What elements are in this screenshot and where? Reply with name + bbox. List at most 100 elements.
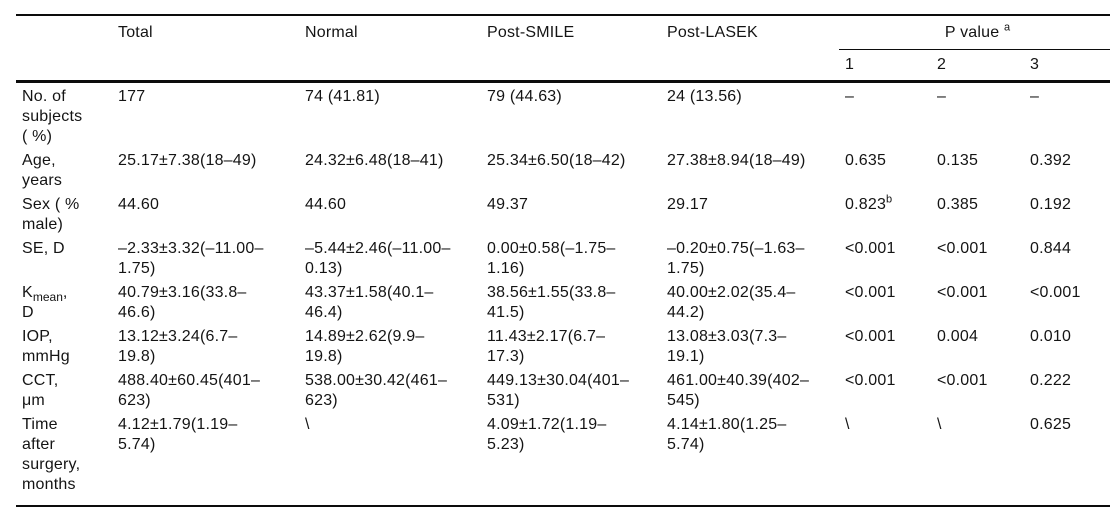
p-column-1-header: 1 bbox=[839, 49, 931, 83]
table-container: Total Normal Post-SMILE Post-LASEK P val… bbox=[16, 14, 1110, 507]
cell-text: <0.001 bbox=[937, 372, 988, 389]
cell-text: <0.001 bbox=[845, 328, 896, 345]
cell-text: –5.44±2.46(–11.00–0.13) bbox=[305, 240, 451, 277]
p-value-footnote-marker: a bbox=[1004, 21, 1011, 34]
cell-text: 0.004 bbox=[937, 328, 979, 345]
cell-text: 38.56±1.55(33.8–41.5) bbox=[487, 284, 616, 321]
cell: 538.00±30.42(461–623) bbox=[299, 367, 481, 411]
cell-text: \ bbox=[305, 416, 310, 433]
cell-p2: <0.001 bbox=[931, 367, 1024, 411]
cell-text: 0.635 bbox=[845, 152, 887, 169]
cell-text: 0.192 bbox=[1030, 196, 1072, 213]
cell-text: 0.010 bbox=[1030, 328, 1072, 345]
cell-text: 49.37 bbox=[487, 196, 529, 213]
cell-p2: – bbox=[931, 82, 1024, 148]
cell: 488.40±60.45(401–623) bbox=[112, 367, 299, 411]
cell-text: – bbox=[845, 88, 855, 105]
cell: 79 (44.63) bbox=[481, 82, 661, 148]
cell-p1: <0.001 bbox=[839, 367, 931, 411]
cell-text: 0.823 bbox=[845, 196, 887, 213]
cell-p1: <0.001 bbox=[839, 279, 931, 323]
cell: –2.33±3.32(–11.00–1.75) bbox=[112, 235, 299, 279]
cell-p3: 0.222 bbox=[1024, 367, 1110, 411]
p-column-2-header: 2 bbox=[931, 49, 1024, 83]
table-header: Total Normal Post-SMILE Post-LASEK P val… bbox=[16, 15, 1110, 83]
cell: 40.79±3.16(33.8–46.6) bbox=[112, 279, 299, 323]
cell-p1: – bbox=[839, 82, 931, 148]
cell-p3: 0.844 bbox=[1024, 235, 1110, 279]
cell: 24.32±6.48(18–41) bbox=[299, 147, 481, 191]
cell-text: 4.12±1.79(1.19–5.74) bbox=[118, 416, 238, 453]
row-label: Time after surgery, months bbox=[16, 411, 112, 507]
p-column-label: 3 bbox=[1030, 56, 1040, 73]
cell-text: 0.135 bbox=[937, 152, 979, 169]
empty-cell bbox=[481, 49, 661, 83]
cell-text: –0.20±0.75(–1.63–1.75) bbox=[667, 240, 805, 277]
cell: 40.00±2.02(35.4–44.2) bbox=[661, 279, 839, 323]
cell: 4.09±1.72(1.19–5.23) bbox=[481, 411, 661, 507]
empty-cell bbox=[661, 49, 839, 83]
cell: 44.60 bbox=[299, 191, 481, 235]
cell-p2: \ bbox=[931, 411, 1024, 507]
cell: 449.13±30.04(401–531) bbox=[481, 367, 661, 411]
corner-cell bbox=[16, 15, 112, 50]
cell-text: 14.89±2.62(9.9–19.8) bbox=[305, 328, 425, 365]
cell-text: 25.17±7.38(18–49) bbox=[118, 152, 257, 169]
cell: 43.37±1.58(40.1–46.4) bbox=[299, 279, 481, 323]
cell: 24 (13.56) bbox=[661, 82, 839, 148]
cell: –5.44±2.46(–11.00–0.13) bbox=[299, 235, 481, 279]
cell-text: 43.37±1.58(40.1–46.4) bbox=[305, 284, 434, 321]
cell: 25.34±6.50(18–42) bbox=[481, 147, 661, 191]
cell-p2: 0.385 bbox=[931, 191, 1024, 235]
cell-text: –2.33±3.32(–11.00–1.75) bbox=[118, 240, 264, 277]
cell-text: 13.12±3.24(6.7–19.8) bbox=[118, 328, 238, 365]
cell-text: 13.08±3.03(7.3–19.1) bbox=[667, 328, 787, 365]
cell-p3: 0.392 bbox=[1024, 147, 1110, 191]
row-label-text: Sex ( % male) bbox=[22, 196, 80, 233]
cell: 4.12±1.79(1.19–5.74) bbox=[112, 411, 299, 507]
cell-p2: 0.004 bbox=[931, 323, 1024, 367]
table-row-time-after-surgery: Time after surgery, months 4.12±1.79(1.1… bbox=[16, 411, 1110, 507]
cell-p3: <0.001 bbox=[1024, 279, 1110, 323]
column-header-total: Total bbox=[112, 15, 299, 50]
cell-text: 29.17 bbox=[667, 196, 709, 213]
table-row-iop: IOP, mmHg 13.12±3.24(6.7–19.8) 14.89±2.6… bbox=[16, 323, 1110, 367]
row-label-text: IOP, mmHg bbox=[22, 328, 70, 365]
cell-p2: <0.001 bbox=[931, 235, 1024, 279]
cell-text: 79 (44.63) bbox=[487, 88, 562, 105]
table-row-no-of-subjects: No. of subjects ( %) 177 74 (41.81) 79 (… bbox=[16, 82, 1110, 148]
cell: 0.00±0.58(–1.75–1.16) bbox=[481, 235, 661, 279]
cell: 4.14±1.80(1.25–5.74) bbox=[661, 411, 839, 507]
cell-text: <0.001 bbox=[1030, 284, 1081, 301]
cell-text: 0.625 bbox=[1030, 416, 1072, 433]
cell-text: 40.00±2.02(35.4–44.2) bbox=[667, 284, 796, 321]
cell: 14.89±2.62(9.9–19.8) bbox=[299, 323, 481, 367]
cell: 49.37 bbox=[481, 191, 661, 235]
cell-text: <0.001 bbox=[937, 240, 988, 257]
column-header-normal: Normal bbox=[299, 15, 481, 50]
column-group-p-value: P value a bbox=[839, 15, 1110, 50]
cell-text: – bbox=[1030, 88, 1040, 105]
table-row-kmean: Kmean, D 40.79±3.16(33.8–46.6) 43.37±1.5… bbox=[16, 279, 1110, 323]
baseline-characteristics-table: Total Normal Post-SMILE Post-LASEK P val… bbox=[16, 14, 1110, 507]
p-column-3-header: 3 bbox=[1024, 49, 1110, 83]
empty-cell bbox=[299, 49, 481, 83]
cell: \ bbox=[299, 411, 481, 507]
cell-text: 74 (41.81) bbox=[305, 88, 380, 105]
column-header-label: Total bbox=[118, 24, 153, 41]
cell-text: 461.00±40.39(402–545) bbox=[667, 372, 810, 409]
cell-p1: 0.823b bbox=[839, 191, 931, 235]
p-value-label: P value bbox=[944, 24, 1004, 41]
row-label: No. of subjects ( %) bbox=[16, 82, 112, 148]
cell: 11.43±2.17(6.7–17.3) bbox=[481, 323, 661, 367]
cell-p1: <0.001 bbox=[839, 323, 931, 367]
table-row-se: SE, D –2.33±3.32(–11.00–1.75) –5.44±2.46… bbox=[16, 235, 1110, 279]
cell: 29.17 bbox=[661, 191, 839, 235]
cell-text: <0.001 bbox=[845, 240, 896, 257]
cell: 38.56±1.55(33.8–41.5) bbox=[481, 279, 661, 323]
cell: 177 bbox=[112, 82, 299, 148]
cell-p3: – bbox=[1024, 82, 1110, 148]
cell-text: 24.32±6.48(18–41) bbox=[305, 152, 444, 169]
cell-text: 0.00±0.58(–1.75–1.16) bbox=[487, 240, 616, 277]
row-label-text: , D bbox=[22, 284, 68, 321]
